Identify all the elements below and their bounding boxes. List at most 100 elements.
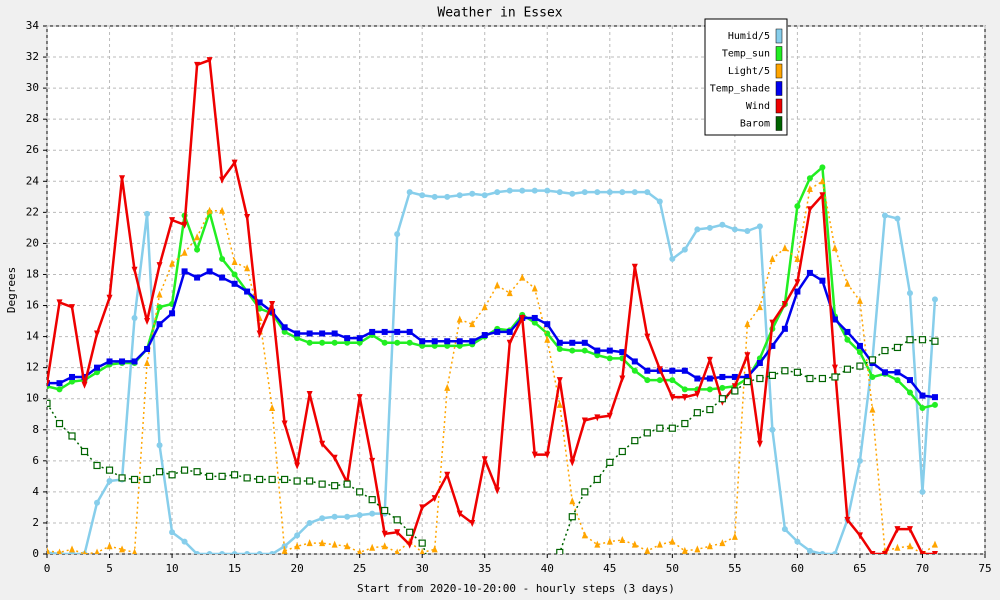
marker [469,190,476,197]
marker [106,542,113,550]
marker [644,367,651,374]
marker [494,189,501,196]
marker [644,333,651,341]
y-tick-label: 26 [26,143,39,156]
marker [106,478,113,485]
marker [644,189,651,196]
marker [794,254,801,262]
y-tick-label: 10 [26,392,39,405]
marker [94,369,101,376]
marker [406,528,414,536]
marker [169,310,176,317]
marker [469,320,476,328]
marker [681,367,688,374]
marker [194,233,201,241]
series [47,177,938,554]
marker [418,539,426,547]
marker [431,338,438,345]
marker [781,526,788,533]
marker [131,358,138,365]
marker [931,401,938,408]
marker [231,551,238,554]
marker [69,373,76,380]
marker [55,419,64,428]
marker [819,177,826,185]
marker [419,338,426,345]
legend-swatch [775,81,783,96]
marker [205,472,214,480]
marker [819,277,826,284]
marker [844,516,851,524]
marker [469,519,476,527]
marker [444,193,451,200]
marker [206,57,213,65]
marker [769,254,776,262]
marker [569,497,576,505]
marker [57,548,62,554]
marker [331,513,338,520]
marker [56,386,63,393]
marker [681,546,688,554]
marker [494,328,501,335]
legend-swatch [775,116,783,131]
marker [519,314,526,322]
marker [568,513,576,521]
marker [869,551,876,554]
marker [119,175,126,183]
marker [194,61,201,69]
legend-label: Wind [746,101,770,112]
marker [544,187,551,194]
marker [694,375,701,382]
marker [331,454,338,462]
marker [419,192,426,199]
marker [931,394,938,401]
y-tick-label: 6 [32,454,39,467]
marker [306,330,313,337]
marker [419,504,426,512]
y-tick-label: 2 [32,516,39,529]
marker [719,384,726,391]
marker [344,542,351,550]
marker [756,374,764,383]
marker [681,419,689,428]
marker [569,190,576,197]
marker [269,551,276,554]
marker [781,367,789,375]
marker [556,339,563,346]
marker [244,264,251,272]
marker [194,551,201,554]
marker [69,378,76,385]
marker [419,342,426,349]
marker [180,466,189,474]
marker [569,459,576,467]
marker [344,513,351,520]
marker [256,551,263,554]
marker [869,405,876,413]
marker [131,266,138,274]
marker [419,548,425,554]
marker [756,223,763,230]
marker [656,540,663,548]
marker [694,391,701,399]
marker [181,268,188,275]
marker [431,495,438,503]
marker [56,380,63,387]
marker [769,319,776,327]
marker [593,475,601,484]
marker [669,367,676,374]
marker [369,543,376,551]
marker [431,342,438,349]
y-tick-label: 20 [26,236,39,249]
marker [281,328,288,335]
marker [631,358,638,365]
marker [269,300,276,308]
marker [69,545,76,553]
marker [531,314,538,321]
marker [881,551,888,554]
marker [569,339,576,346]
marker [706,542,713,550]
marker [619,189,626,196]
marker [619,375,626,383]
legend-swatch [775,98,783,114]
